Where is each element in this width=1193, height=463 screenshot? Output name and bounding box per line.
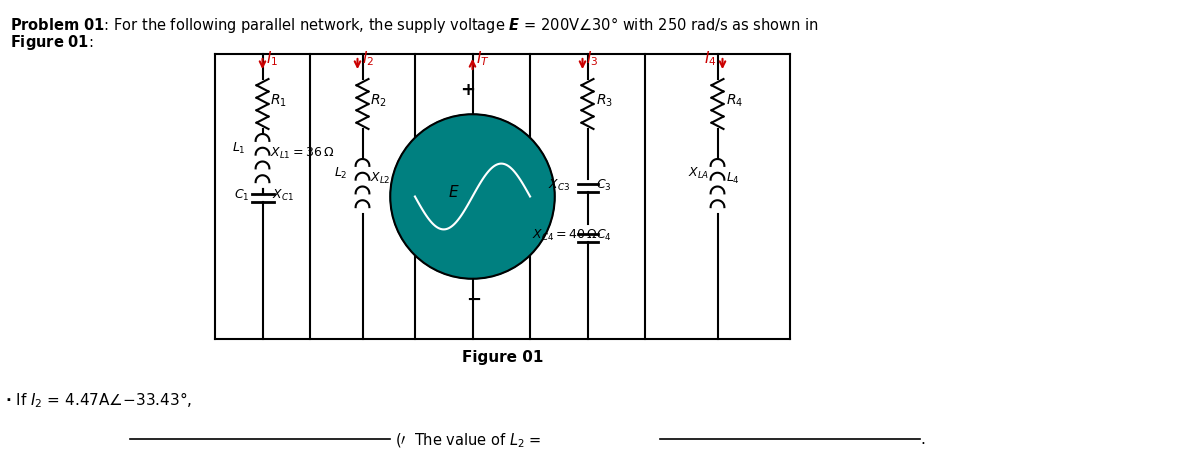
Text: $\mathbf{Problem\ 01}$: For the following parallel network, the supply voltage $: $\mathbf{Problem\ 01}$: For the followin…	[10, 15, 818, 35]
Text: $L_2$: $L_2$	[334, 165, 348, 180]
Text: $E$: $E$	[447, 184, 459, 200]
Text: $X_{C3}$: $X_{C3}$	[548, 178, 569, 193]
Text: $I_4$: $I_4$	[705, 49, 717, 68]
Text: $L_4$: $L_4$	[725, 171, 740, 186]
Circle shape	[390, 115, 555, 279]
Text: $X_{LA}$: $X_{LA}$	[687, 165, 709, 180]
Text: $X_{C1}$: $X_{C1}$	[272, 188, 295, 203]
Text: $L_1$: $L_1$	[233, 140, 246, 155]
Text: $I_T$: $I_T$	[476, 49, 490, 68]
Text: .: .	[920, 431, 925, 446]
Text: −: −	[466, 290, 482, 308]
Text: $R_1$: $R_1$	[271, 93, 288, 109]
Text: $X_{L2}$: $X_{L2}$	[371, 171, 391, 186]
Text: $C_1$: $C_1$	[235, 188, 251, 203]
Text: $X_{C4}=40\,\Omega$: $X_{C4}=40\,\Omega$	[532, 227, 598, 243]
Text: +: +	[460, 81, 476, 99]
Text: $I_1$: $I_1$	[266, 49, 279, 68]
Text: $\mathbf{Figure\ 01}$:: $\mathbf{Figure\ 01}$:	[10, 33, 93, 52]
Text: $R_3$: $R_3$	[595, 93, 612, 109]
Text: $I_3$: $I_3$	[587, 49, 599, 68]
Text: $R_4$: $R_4$	[725, 93, 743, 109]
Text: $I_2$: $I_2$	[361, 49, 373, 68]
Text: $C_4$: $C_4$	[595, 227, 611, 243]
Text: $\mathbf{\cdot}$ If $I_2$ = 4.47A∠−33.43°,: $\mathbf{\cdot}$ If $I_2$ = 4.47A∠−33.43…	[5, 389, 192, 409]
Text: Figure 01: Figure 01	[462, 349, 543, 364]
Text: $(\mathsf{\prime}$  The value of $L_2$ =: $(\mathsf{\prime}$ The value of $L_2$ =	[395, 431, 542, 450]
Text: $C_3$: $C_3$	[595, 178, 611, 193]
Text: $X_{L1}=36\,\Omega$: $X_{L1}=36\,\Omega$	[271, 146, 335, 161]
Text: $R_2$: $R_2$	[371, 93, 388, 109]
